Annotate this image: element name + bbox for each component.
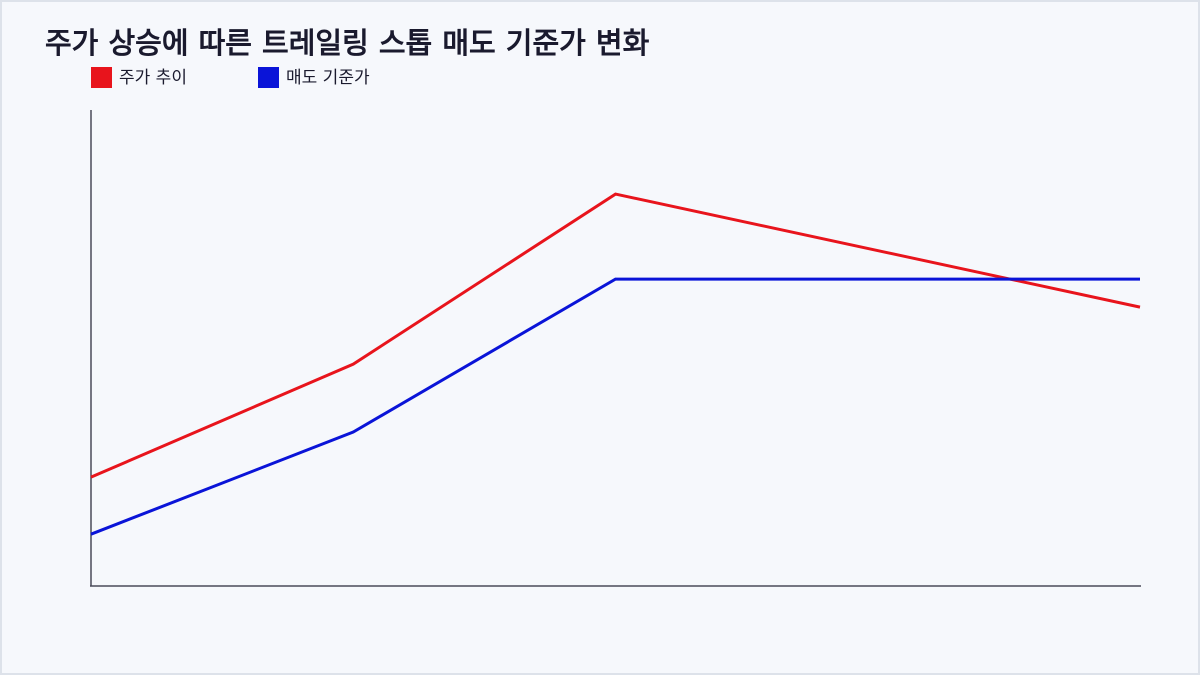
legend-swatch <box>258 67 279 88</box>
legend-label: 주가 추이 <box>119 68 187 88</box>
legend: 주가 추이 매도 기준가 <box>91 67 370 88</box>
data-line <box>90 192 1141 479</box>
legend-swatch <box>91 67 112 88</box>
data-line <box>90 277 1140 536</box>
chart-title: 주가 상승에 따른 트레일링 스톱 매도 기준가 변화 <box>45 26 650 60</box>
legend-label: 매도 기준가 <box>286 68 370 88</box>
